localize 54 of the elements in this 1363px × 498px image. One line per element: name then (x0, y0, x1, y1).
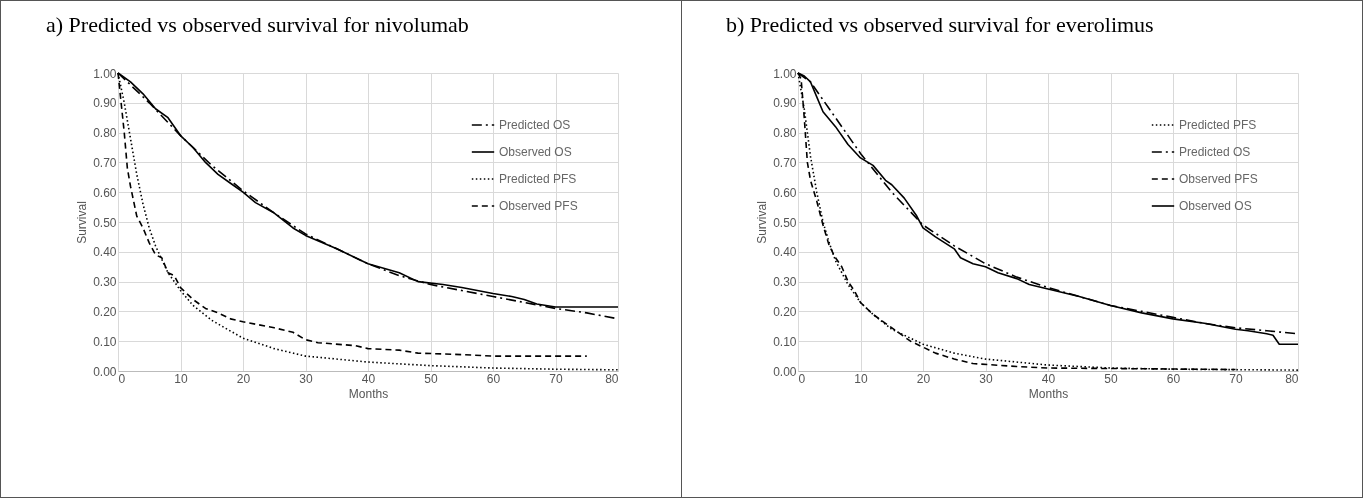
y-tick-label: 0.50 (773, 215, 797, 230)
x-tick-label: 70 (549, 371, 563, 386)
y-axis-title: Survival (755, 201, 770, 244)
x-axis-title: Months (348, 386, 389, 401)
y-tick-label: 0.90 (93, 96, 117, 111)
x-tick-label: 0 (118, 371, 126, 386)
y-tick-label: 0.80 (773, 126, 797, 141)
x-tick-label: 10 (174, 371, 188, 386)
y-tick-label: 0.10 (93, 334, 117, 349)
x-tick-label: 80 (1285, 371, 1299, 386)
x-tick-label: 80 (605, 371, 619, 386)
y-tick-label: 0.70 (93, 155, 117, 170)
x-tick-label: 20 (236, 371, 251, 386)
legend-label: Predicted OS (499, 118, 571, 132)
x-tick-label: 40 (1041, 371, 1056, 386)
y-tick-label: 1.00 (93, 66, 117, 81)
legend-label: Predicted PFS (499, 172, 577, 186)
y-tick-label: 0.90 (773, 96, 797, 111)
legend-label: Predicted PFS (1179, 118, 1257, 132)
x-axis-title: Months (1028, 386, 1069, 401)
x-tick-label: 10 (854, 371, 868, 386)
x-tick-label: 50 (1104, 371, 1118, 386)
chart-title: a) Predicted vs observed survival for nivolumab (46, 12, 469, 37)
y-tick-label: 0.60 (773, 185, 797, 200)
y-tick-label: 0.20 (773, 304, 797, 319)
y-tick-label: 0.00 (773, 364, 797, 379)
y-tick-label: 1.00 (773, 66, 797, 81)
y-tick-label: 0.30 (773, 275, 797, 290)
x-tick-label: 0 (798, 371, 806, 386)
x-tick-label: 70 (1229, 371, 1243, 386)
x-tick-label: 60 (1166, 371, 1181, 386)
x-tick-label: 40 (361, 371, 376, 386)
x-tick-label: 60 (486, 371, 501, 386)
y-tick-label: 0.00 (93, 364, 117, 379)
legend-label: Observed OS (499, 145, 572, 159)
legend-label: Observed OS (1179, 199, 1252, 213)
y-axis-title: Survival (75, 201, 90, 244)
legend-label: Observed PFS (1179, 172, 1258, 186)
y-tick-label: 0.50 (93, 215, 117, 230)
y-tick-label: 0.20 (93, 304, 117, 319)
chart-title: b) Predicted vs observed survival for everolimus (726, 12, 1154, 37)
y-tick-label: 0.60 (93, 185, 117, 200)
y-tick-label: 0.10 (773, 334, 797, 349)
legend-label: Observed PFS (499, 199, 578, 213)
legend-label: Predicted OS (1179, 145, 1251, 159)
x-tick-label: 50 (424, 371, 438, 386)
y-tick-label: 0.70 (773, 155, 797, 170)
x-tick-label: 20 (916, 371, 931, 386)
y-tick-label: 0.80 (93, 126, 117, 141)
y-tick-label: 0.30 (93, 275, 117, 290)
x-tick-label: 30 (979, 371, 993, 386)
y-tick-label: 0.40 (773, 245, 797, 260)
x-tick-label: 30 (299, 371, 313, 386)
y-tick-label: 0.40 (93, 245, 117, 260)
